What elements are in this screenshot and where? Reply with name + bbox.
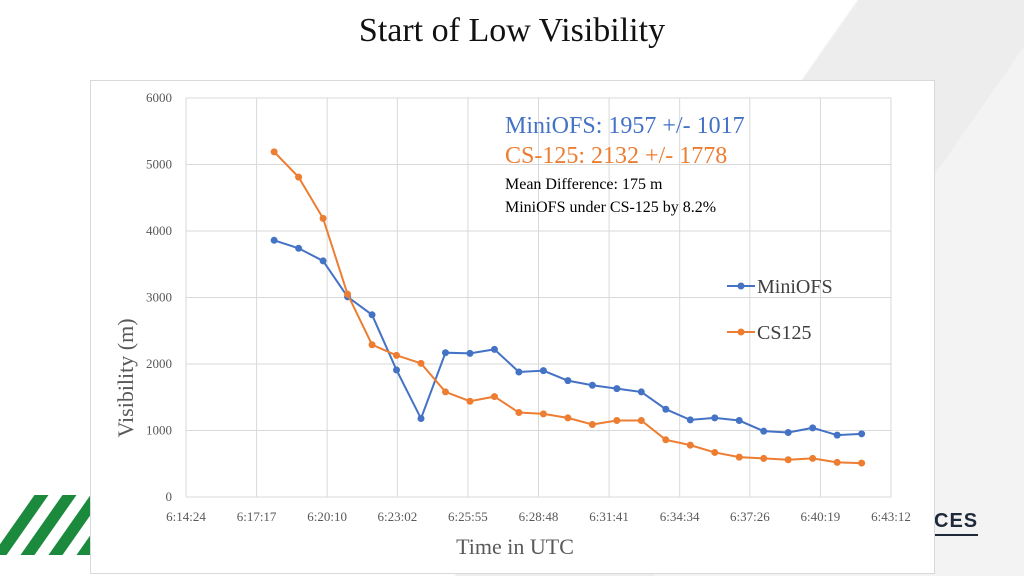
x-tick-label: 6:17:17 bbox=[237, 509, 277, 524]
x-tick-label: 6:31:41 bbox=[589, 509, 629, 524]
data-point-miniofs bbox=[417, 415, 425, 423]
x-axis-title: Time in UTC bbox=[456, 534, 574, 559]
data-point-miniofs bbox=[295, 244, 303, 252]
data-point-miniofs bbox=[686, 416, 694, 424]
x-tick-label: 6:25:55 bbox=[448, 509, 488, 524]
data-point-cs125 bbox=[784, 456, 792, 464]
x-tick-label: 6:34:34 bbox=[660, 509, 700, 524]
data-point-miniofs bbox=[858, 430, 866, 438]
data-point-miniofs bbox=[515, 368, 523, 376]
y-tick-label: 3000 bbox=[146, 290, 172, 305]
data-point-miniofs bbox=[784, 428, 792, 436]
data-point-cs125 bbox=[613, 417, 621, 425]
data-point-cs125 bbox=[735, 453, 743, 461]
data-point-cs125 bbox=[637, 417, 645, 425]
legend-marker-cs125 bbox=[737, 328, 745, 336]
x-tick-label: 6:20:10 bbox=[307, 509, 347, 524]
data-point-cs125 bbox=[564, 414, 572, 422]
data-point-cs125 bbox=[441, 388, 449, 396]
line-chart: 0 1000 2000 3000 4000 5000 6000 6:14:24 6:17:17… bbox=[113, 90, 911, 559]
legend: MiniOFS CS125 bbox=[727, 276, 833, 344]
data-point-miniofs bbox=[833, 431, 841, 439]
data-point-cs125 bbox=[833, 458, 841, 466]
data-point-cs125 bbox=[319, 214, 327, 222]
data-point-miniofs bbox=[490, 345, 498, 353]
data-point-cs125 bbox=[760, 454, 768, 462]
data-point-cs125 bbox=[466, 397, 474, 405]
data-point-cs125 bbox=[515, 409, 523, 417]
y-tick-labels: 0 1000 2000 3000 4000 5000 6000 bbox=[146, 90, 172, 504]
data-point-cs125 bbox=[490, 393, 498, 401]
data-point-cs125 bbox=[344, 290, 352, 298]
data-point-miniofs bbox=[735, 417, 743, 425]
legend-marker-miniofs bbox=[737, 282, 745, 290]
annotation-mean-difference: Mean Difference: 175 m bbox=[505, 176, 663, 193]
annotation-miniofs-stats: MiniOFS: 1957 +/- 1017 bbox=[505, 113, 745, 139]
x-tick-label: 6:43:12 bbox=[871, 509, 911, 524]
y-tick-label: 6000 bbox=[146, 90, 172, 105]
y-tick-label: 5000 bbox=[146, 157, 172, 172]
data-point-miniofs bbox=[637, 388, 645, 396]
data-point-miniofs bbox=[760, 427, 768, 435]
chart-container: 0 1000 2000 3000 4000 5000 6000 6:14:24 6:17:17… bbox=[90, 80, 935, 574]
data-point-cs125 bbox=[270, 148, 278, 156]
x-tick-label: 6:14:24 bbox=[166, 509, 206, 524]
series-lines bbox=[270, 148, 866, 467]
data-point-miniofs bbox=[539, 367, 547, 375]
data-point-miniofs bbox=[393, 366, 401, 374]
x-tick-labels: 6:14:24 6:17:17 6:20:10 6:23:02 6:25:55 6:28:… bbox=[166, 509, 911, 524]
y-tick-label: 2000 bbox=[146, 356, 172, 371]
data-point-miniofs bbox=[588, 381, 596, 389]
x-tick-label: 6:37:26 bbox=[730, 509, 770, 524]
data-point-miniofs bbox=[564, 377, 572, 385]
data-point-cs125 bbox=[539, 410, 547, 418]
y-tick-label: 0 bbox=[166, 489, 173, 504]
x-tick-label: 6:23:02 bbox=[377, 509, 417, 524]
data-point-cs125 bbox=[686, 441, 694, 449]
data-point-miniofs bbox=[270, 236, 278, 244]
legend-label-cs125: CS125 bbox=[757, 322, 811, 344]
data-point-miniofs bbox=[809, 424, 817, 432]
data-point-miniofs bbox=[368, 311, 376, 319]
y-tick-label: 1000 bbox=[146, 423, 172, 438]
slide-title: Start of Low Visibility bbox=[358, 12, 666, 49]
data-point-miniofs bbox=[319, 257, 327, 265]
data-point-cs125 bbox=[295, 173, 303, 181]
data-point-miniofs bbox=[613, 385, 621, 393]
x-tick-label: 6:40:19 bbox=[801, 509, 841, 524]
data-point-miniofs bbox=[711, 414, 719, 422]
data-point-cs125 bbox=[711, 448, 719, 456]
data-point-miniofs bbox=[662, 405, 670, 413]
data-point-miniofs bbox=[466, 349, 474, 357]
legend-label-miniofs: MiniOFS bbox=[757, 276, 833, 298]
data-point-cs125 bbox=[417, 359, 425, 367]
y-axis-title: Visibility (m) bbox=[113, 318, 138, 437]
data-point-miniofs bbox=[441, 349, 449, 357]
data-point-cs125 bbox=[588, 421, 596, 429]
gridlines bbox=[185, 97, 892, 498]
annotation-percent-difference: MiniOFS under CS-125 by 8.2% bbox=[505, 199, 716, 216]
annotation-cs125-stats: CS-125: 2132 +/- 1778 bbox=[505, 143, 727, 169]
data-point-cs125 bbox=[368, 341, 376, 349]
y-tick-label: 4000 bbox=[146, 223, 172, 238]
brand-logo-text: CES bbox=[934, 510, 979, 536]
data-point-cs125 bbox=[662, 436, 670, 444]
x-tick-label: 6:28:48 bbox=[519, 509, 559, 524]
data-point-cs125 bbox=[858, 459, 866, 467]
data-point-cs125 bbox=[393, 351, 401, 359]
data-point-cs125 bbox=[809, 454, 817, 462]
